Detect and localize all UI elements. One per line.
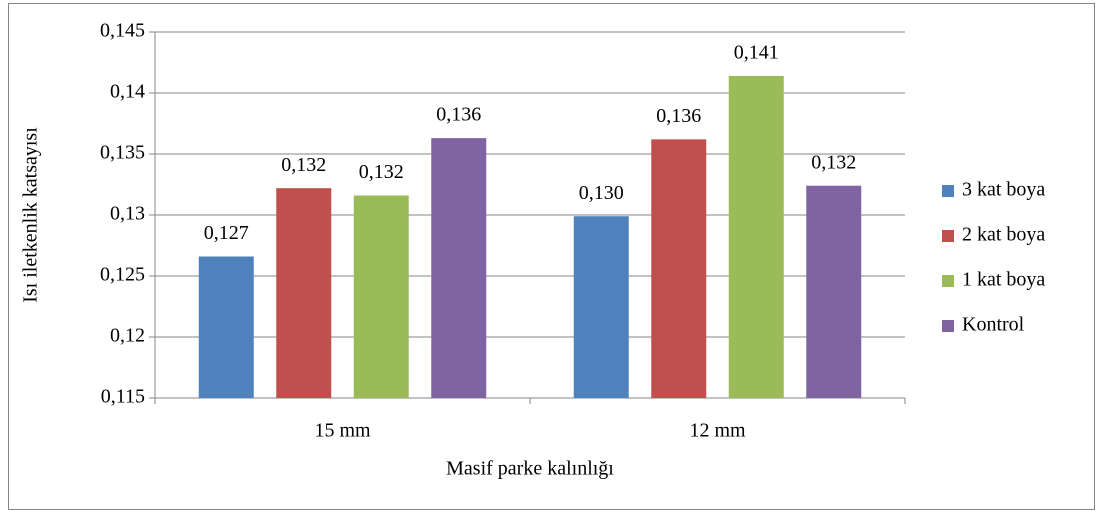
y-tick-label: 0,145 [100,20,145,42]
value-label: 0,141 [734,42,779,64]
legend-swatch [942,185,954,197]
bar [353,195,409,398]
x-tick-label: 12 mm [689,420,746,442]
value-label: 0,130 [579,182,624,204]
chart-frame [8,3,1095,510]
legend-swatch [942,320,954,332]
y-axis-title: Isı iletkenlik katsayısı [20,127,42,303]
legend-label: 2 kat boya [962,224,1045,246]
y-tick-label: 0,135 [100,142,145,164]
legend-label: Kontrol [962,314,1025,336]
bar [431,138,487,398]
y-tick-label: 0,125 [100,264,145,286]
legend-swatch [942,230,954,242]
y-tick-label: 0,13 [110,203,145,225]
value-label: 0,132 [281,154,326,176]
x-tick-label: 15 mm [314,420,371,442]
bar [573,216,629,398]
bar [198,256,254,398]
bar [651,139,707,399]
value-label: 0,132 [359,161,404,183]
legend-swatch [942,275,954,287]
bar [276,188,332,398]
value-label: 0,136 [656,105,701,127]
bar [728,75,784,399]
x-axis-title: Masif parke kalınlığı [446,458,614,480]
bar [806,185,862,398]
y-tick-label: 0,115 [101,386,145,408]
value-label: 0,132 [811,151,856,173]
legend-label: 3 kat boya [962,179,1045,201]
legend-label: 1 kat boya [962,269,1045,291]
y-tick-label: 0,12 [110,325,145,347]
y-tick-label: 0,14 [110,81,145,103]
value-label: 0,136 [436,104,481,126]
value-label: 0,127 [204,222,249,244]
